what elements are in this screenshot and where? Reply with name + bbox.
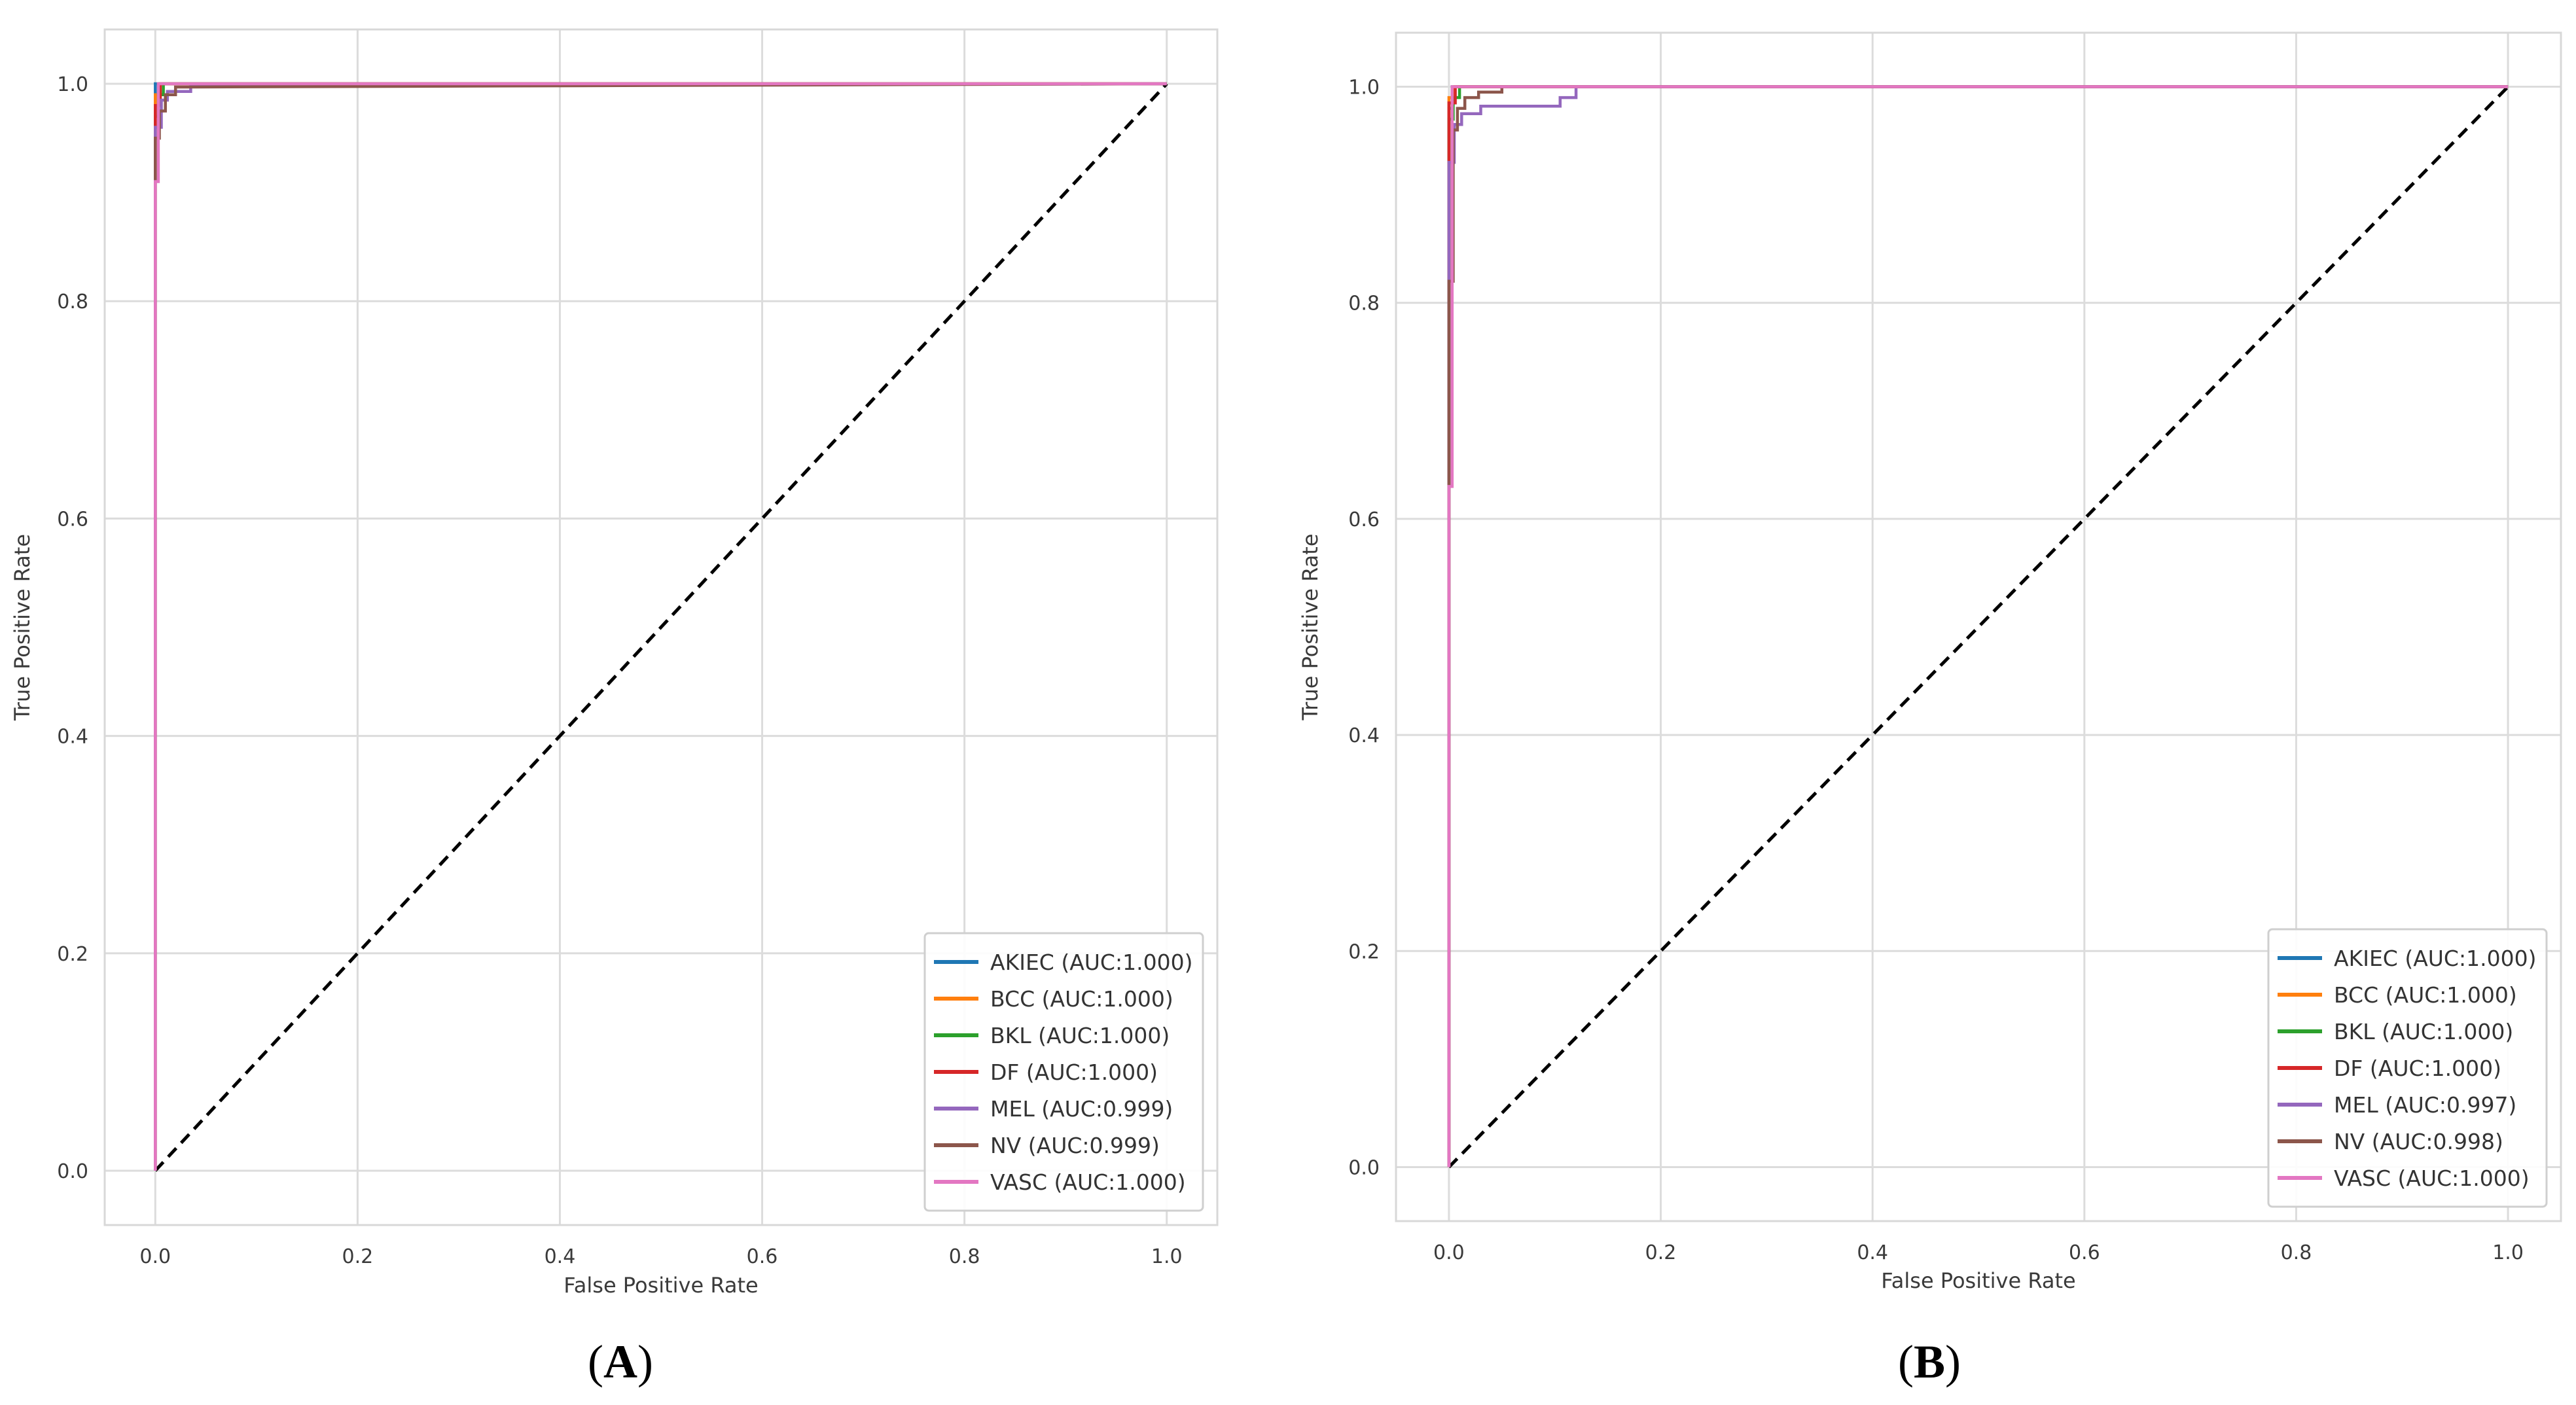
- y-tick-label: 0.4: [57, 726, 88, 749]
- panel-label-b-close: ): [1945, 1336, 1961, 1388]
- panel-label-a-close: ): [637, 1336, 653, 1388]
- x-tick-label: 0.8: [2281, 1241, 2312, 1264]
- x-tick-label: 0.2: [342, 1245, 374, 1268]
- y-tick-label: 0.2: [57, 943, 88, 966]
- legend-entry-bcc: BCC (AUC:1.000): [2334, 982, 2517, 1008]
- x-tick-label: 0.4: [1857, 1241, 1888, 1264]
- x-tick-label: 0.2: [1645, 1241, 1677, 1264]
- x-tick-label: 0.4: [545, 1245, 576, 1268]
- y-tick-label: 1.0: [57, 73, 88, 96]
- legend: AKIEC (AUC:1.000) BCC (AUC:1.000) BKL (AUC…: [923, 932, 1204, 1212]
- legend-box: [923, 932, 1204, 1212]
- chance-diagonal-line: [154, 82, 1168, 1172]
- panel-label-a: (A): [588, 1336, 653, 1388]
- panel-label-b: (B): [1898, 1336, 1961, 1388]
- y-tick-label: 0.4: [1348, 724, 1380, 747]
- y-tick-label: 0.6: [1348, 508, 1380, 531]
- roc-curve-vasc: [154, 82, 1167, 1171]
- roc-panel-a: 0.0 0.2 0.4 0.6 0.8 1.0 0.0 0.2 0.4 0.6 0.8 1.0 Fals…: [10, 28, 1219, 1298]
- x-tick-label: 0.6: [2069, 1241, 2100, 1264]
- legend-entry-mel: MEL (AUC:0.997): [2334, 1092, 2516, 1118]
- plot-frame: [103, 28, 1219, 1226]
- y-tick-label: 0.0: [57, 1160, 88, 1183]
- x-tick-label: 0.0: [1433, 1241, 1465, 1264]
- legend-entry-bcc: BCC (AUC:1.000): [990, 986, 1173, 1012]
- legend-entry-nv: NV (AUC:0.999): [990, 1133, 1160, 1158]
- plot-frame: [1395, 31, 2562, 1222]
- y-tick-label: 0.8: [57, 291, 88, 313]
- legend-entry-mel: MEL (AUC:0.999): [990, 1096, 1173, 1122]
- legend-entry-df: DF (AUC:1.000): [990, 1059, 1158, 1085]
- y-tick-label: 0.8: [1348, 293, 1380, 315]
- x-axis-label: False Positive Rate: [1881, 1268, 2075, 1293]
- x-tick-label: 0.0: [139, 1245, 171, 1268]
- y-tick-label: 0.2: [1348, 940, 1380, 963]
- panel-label-b-letter: B: [1914, 1336, 1945, 1388]
- legend-entry-nv: NV (AUC:0.998): [2334, 1129, 2503, 1154]
- panel-label-a-open: (: [588, 1336, 603, 1388]
- legend-entry-bkl: BKL (AUC:1.000): [2334, 1019, 2513, 1044]
- chance-diagonal-line: [1448, 85, 2509, 1169]
- x-tick-label: 1.0: [2492, 1241, 2524, 1264]
- x-tick-label: 0.6: [747, 1245, 778, 1268]
- y-tick-label: 1.0: [1348, 77, 1380, 99]
- legend-entry-akiec: AKIEC (AUC:1.000): [2334, 946, 2536, 971]
- y-tick-label: 0.6: [57, 508, 88, 531]
- y-tick-label: 0.0: [1348, 1156, 1380, 1179]
- legend-entry-vasc: VASC (AUC:1.000): [2334, 1165, 2530, 1191]
- x-tick-label: 0.8: [949, 1245, 980, 1268]
- legend-entry-vasc: VASC (AUC:1.000): [990, 1169, 1186, 1195]
- roc-panel-b: 0.0 0.2 0.4 0.6 0.8 1.0 0.0 0.2 0.4 0.6 0.8 1.0 Fals…: [1298, 31, 2562, 1293]
- roc-curve-vasc: [1447, 85, 2509, 1167]
- legend-entry-bkl: BKL (AUC:1.000): [990, 1023, 1170, 1048]
- panel-label-a-letter: A: [603, 1336, 637, 1388]
- legend-entry-df: DF (AUC:1.000): [2334, 1056, 2501, 1081]
- y-axis-label: True Positive Rate: [10, 534, 35, 721]
- panel-label-b-open: (: [1898, 1336, 1914, 1388]
- legend: AKIEC (AUC:1.000) BCC (AUC:1.000) BKL (AUC…: [2267, 928, 2548, 1208]
- x-tick-label: 1.0: [1151, 1245, 1183, 1268]
- x-axis-label: False Positive Rate: [564, 1273, 758, 1298]
- y-axis-label: True Positive Rate: [1298, 533, 1323, 720]
- legend-box: [2267, 928, 2548, 1208]
- legend-entry-akiec: AKIEC (AUC:1.000): [990, 950, 1192, 975]
